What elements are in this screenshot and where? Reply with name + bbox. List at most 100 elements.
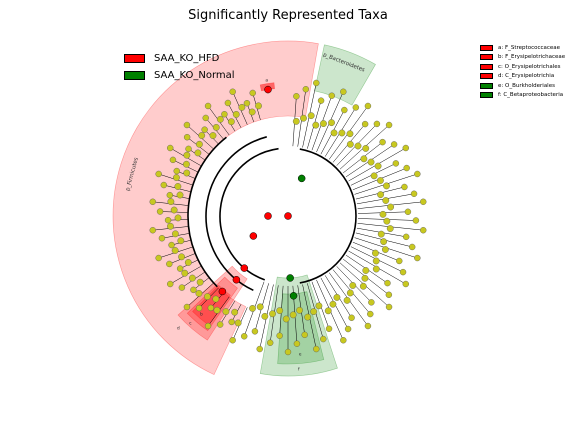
- leaf-node: [402, 144, 409, 152]
- inner-node: [282, 315, 290, 323]
- leaf-node: [420, 227, 427, 234]
- leaf-node: [183, 121, 191, 129]
- legend-label-hfd: SAA_KO_HFD: [154, 53, 220, 64]
- leaf-node: [385, 121, 393, 129]
- leaf-node: [207, 304, 215, 312]
- leaf-node: [249, 89, 256, 97]
- inner-node: [194, 149, 202, 157]
- leaf-node: [410, 190, 418, 197]
- leaf-node: [364, 102, 372, 110]
- leaf-node: [168, 241, 175, 249]
- inner-node: [360, 155, 368, 163]
- leaf-node: [229, 88, 236, 95]
- inner-node: [329, 300, 337, 308]
- leaf-node: [169, 156, 177, 164]
- inner-node: [300, 114, 307, 122]
- erysipelotrichaceae-node: [218, 287, 227, 296]
- leaf-node: [266, 339, 274, 346]
- leaf-node: [420, 198, 427, 205]
- leaf-node: [348, 314, 355, 321]
- inner-node: [346, 140, 354, 148]
- inner-node: [377, 177, 384, 184]
- inner-node: [320, 120, 327, 127]
- inner-node: [383, 217, 391, 225]
- key-label-a: a: F_Streptococcaceae: [498, 44, 561, 51]
- clade-arc-4: [299, 148, 357, 284]
- inner-node: [177, 237, 185, 245]
- leaf-node: [229, 337, 236, 344]
- inner-node: [383, 182, 390, 190]
- leaf-node: [340, 337, 347, 344]
- leaf-node: [158, 235, 166, 242]
- leaf-node: [313, 79, 320, 87]
- leaf-node: [155, 170, 162, 178]
- inner-node: [232, 111, 240, 118]
- inner-node: [248, 108, 256, 116]
- inner-node: [212, 124, 220, 131]
- inner-node: [195, 290, 203, 297]
- legend-swatch-hfd: [124, 54, 145, 63]
- clade-letter-f: f: [298, 367, 300, 373]
- leaf-node: [384, 279, 391, 287]
- inner-node: [196, 278, 204, 286]
- inner-node: [167, 198, 175, 206]
- inner-node: [330, 129, 338, 137]
- leaf-node: [340, 88, 347, 95]
- leaf-node: [167, 280, 174, 288]
- inner-node: [324, 307, 332, 315]
- figure-title: Significantly Represented Taxa: [188, 8, 388, 23]
- key-entry-a: a: F_Streptococcaceae: [480, 43, 565, 53]
- erysipelotrichales-node: [232, 275, 241, 284]
- inner-node: [203, 293, 211, 301]
- inner-node: [372, 249, 379, 257]
- inner-node: [256, 303, 264, 311]
- inner-node: [188, 274, 196, 282]
- inner-node: [176, 191, 184, 199]
- inner-node: [304, 313, 312, 321]
- leaf-node: [204, 322, 212, 330]
- clade-letter-d: d: [177, 326, 180, 332]
- leaf-node: [251, 328, 259, 335]
- legend-entry-normal: SAA_KO_Normal: [124, 67, 235, 84]
- leaf-node: [284, 348, 292, 356]
- inner-node: [292, 117, 300, 125]
- leaf-node: [364, 322, 372, 330]
- leaf-node: [408, 243, 416, 251]
- leaf-node: [149, 227, 156, 234]
- leaf-node: [320, 335, 327, 343]
- cladogram-nodes: [149, 79, 427, 356]
- leaf-node: [328, 92, 335, 99]
- leaf-node: [390, 141, 398, 148]
- leaf-node: [190, 286, 197, 294]
- inner-node: [387, 203, 395, 211]
- leaf-node: [414, 170, 421, 178]
- leaf-node: [224, 99, 232, 107]
- leaf-node: [155, 254, 162, 262]
- key-entry-b: b: F_Erysipelotrichaceae: [480, 53, 565, 63]
- leaf-node: [302, 86, 310, 93]
- leaf-node: [173, 167, 180, 175]
- inner-node: [328, 119, 335, 127]
- inner-node: [227, 118, 235, 126]
- key-swatch-c: [480, 63, 493, 70]
- inner-node: [361, 274, 369, 282]
- leaf-node: [396, 257, 403, 265]
- inner-node: [238, 103, 246, 111]
- key-label-b: b: F_Erysipelotrichaceae: [498, 54, 566, 61]
- inner-node: [216, 115, 224, 123]
- leaf-node: [228, 318, 235, 326]
- key-swatch-e: [480, 82, 493, 89]
- clade-arc-2: [205, 136, 267, 292]
- leaf-node: [402, 280, 409, 288]
- key-label-e: e: O_Burkholderiales: [498, 82, 555, 89]
- leaf-node: [166, 191, 174, 199]
- inner-node: [333, 294, 341, 301]
- erysipelotrichia-shade: [177, 265, 248, 341]
- leaf-node: [373, 120, 381, 128]
- inner-node: [234, 319, 242, 327]
- leaf-node: [160, 181, 168, 189]
- leaf-node: [164, 216, 172, 224]
- leaf-node: [185, 145, 192, 153]
- key-swatch-f: [480, 92, 493, 99]
